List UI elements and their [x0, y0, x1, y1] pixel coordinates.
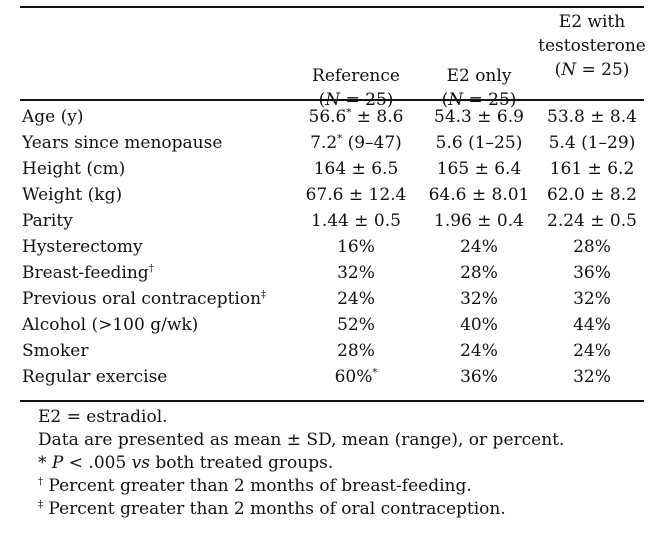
header-rule: [20, 99, 644, 101]
row-label: Height (cm): [22, 159, 126, 179]
e2-testosterone-value: 62.0 ± 8.2: [547, 185, 637, 205]
e2-testosterone-value: 32%: [573, 367, 611, 387]
e2-only-value: 1.96 ± 0.4: [434, 211, 524, 231]
column-header-n: (N = 25): [554, 60, 630, 80]
reference-value: 60%*: [334, 367, 378, 387]
top-rule: [20, 6, 644, 8]
e2-only-value: 165 ± 6.4: [436, 159, 522, 179]
reference-value: 7.2* (9–47): [310, 133, 402, 153]
column-header-reference: Reference (N = 25): [290, 40, 422, 112]
e2-only-value: 32%: [460, 289, 498, 309]
e2-only-value: 24%: [460, 237, 498, 257]
footnote-oral-contraception: ‡ Percent greater than 2 months of oral …: [38, 499, 506, 519]
table-row: Weight (kg) 67.6 ± 12.4 64.6 ± 8.01 62.0…: [22, 182, 646, 208]
e2-testosterone-value: 44%: [573, 315, 611, 335]
footnote-significance: * P < .005 vs both treated groups.: [38, 453, 334, 473]
reference-value: 1.44 ± 0.5: [311, 211, 401, 231]
e2-testosterone-value: 28%: [573, 237, 611, 257]
row-label: Hysterectomy: [22, 237, 143, 257]
table-row: Smoker 28% 24% 24%: [22, 338, 646, 364]
column-header-e2-only: E2 only (N = 25): [428, 40, 530, 112]
table-row: Previous oral contraception‡ 24% 32% 32%: [22, 286, 646, 312]
e2-testosterone-value: 36%: [573, 263, 611, 283]
row-label: Parity: [22, 211, 73, 231]
e2-testosterone-value: 2.24 ± 0.5: [547, 211, 637, 231]
e2-only-value: 24%: [460, 341, 498, 361]
reference-value: 56.6* ± 8.6: [308, 107, 404, 127]
e2-only-value: 5.6 (1–25): [435, 133, 523, 153]
e2-testosterone-value: 5.4 (1–29): [548, 133, 636, 153]
column-header-e2-testosterone: E2 with testosterone (N = 25): [532, 10, 652, 82]
row-label: Age (y): [22, 107, 84, 127]
footnote-abbreviation: E2 = estradiol.: [38, 407, 168, 427]
reference-value: 32%: [337, 263, 375, 283]
column-header-line2: testosterone: [538, 36, 646, 56]
e2-testosterone-value: 24%: [573, 341, 611, 361]
row-label: Years since menopause: [22, 133, 223, 153]
e2-only-value: 54.3 ± 6.9: [434, 107, 524, 127]
table-row: Age (y) 56.6* ± 8.6 54.3 ± 6.9 53.8 ± 8.…: [22, 104, 646, 130]
row-label: Regular exercise: [22, 367, 168, 387]
column-header-line1: [428, 40, 530, 64]
reference-value: 52%: [337, 315, 375, 335]
row-label: Previous oral contraception‡: [22, 289, 267, 309]
column-header-line2: E2 only: [446, 66, 512, 86]
table-row: Alcohol (>100 g/wk) 52% 40% 44%: [22, 312, 646, 338]
reference-value: 164 ± 6.5: [313, 159, 399, 179]
table-bottom-rule: [20, 400, 644, 402]
reference-value: 16%: [337, 237, 375, 257]
table-row: Regular exercise 60%* 36% 32%: [22, 364, 646, 390]
column-header-line1: [290, 40, 422, 64]
footnote-breast-feeding: † Percent greater than 2 months of breas…: [38, 476, 472, 496]
e2-only-value: 40%: [460, 315, 498, 335]
e2-testosterone-value: 53.8 ± 8.4: [547, 107, 637, 127]
reference-value: 24%: [337, 289, 375, 309]
reference-value: 67.6 ± 12.4: [305, 185, 407, 205]
e2-only-value: 64.6 ± 8.01: [428, 185, 530, 205]
table-row: Height (cm) 164 ± 6.5 165 ± 6.4 161 ± 6.…: [22, 156, 646, 182]
table-row: Parity 1.44 ± 0.5 1.96 ± 0.4 2.24 ± 0.5: [22, 208, 646, 234]
row-label: Alcohol (>100 g/wk): [22, 315, 199, 335]
e2-testosterone-value: 161 ± 6.2: [549, 159, 635, 179]
table-row: Breast-feeding† 32% 28% 36%: [22, 260, 646, 286]
e2-testosterone-value: 32%: [573, 289, 611, 309]
column-header-line1: E2 with: [558, 12, 626, 32]
row-label: Smoker: [22, 341, 89, 361]
e2-only-value: 28%: [460, 263, 498, 283]
row-label: Breast-feeding†: [22, 263, 154, 283]
reference-value: 28%: [337, 341, 375, 361]
table-row: Hysterectomy 16% 24% 28%: [22, 234, 646, 260]
e2-only-value: 36%: [460, 367, 498, 387]
table-row: Years since menopause 7.2* (9–47) 5.6 (1…: [22, 130, 646, 156]
row-label: Weight (kg): [22, 185, 123, 205]
footnote-data-format: Data are presented as mean ± SD, mean (r…: [38, 430, 565, 450]
column-header-line2: Reference: [312, 66, 400, 86]
table-footnotes: E2 = estradiol. Data are presented as me…: [38, 406, 564, 521]
